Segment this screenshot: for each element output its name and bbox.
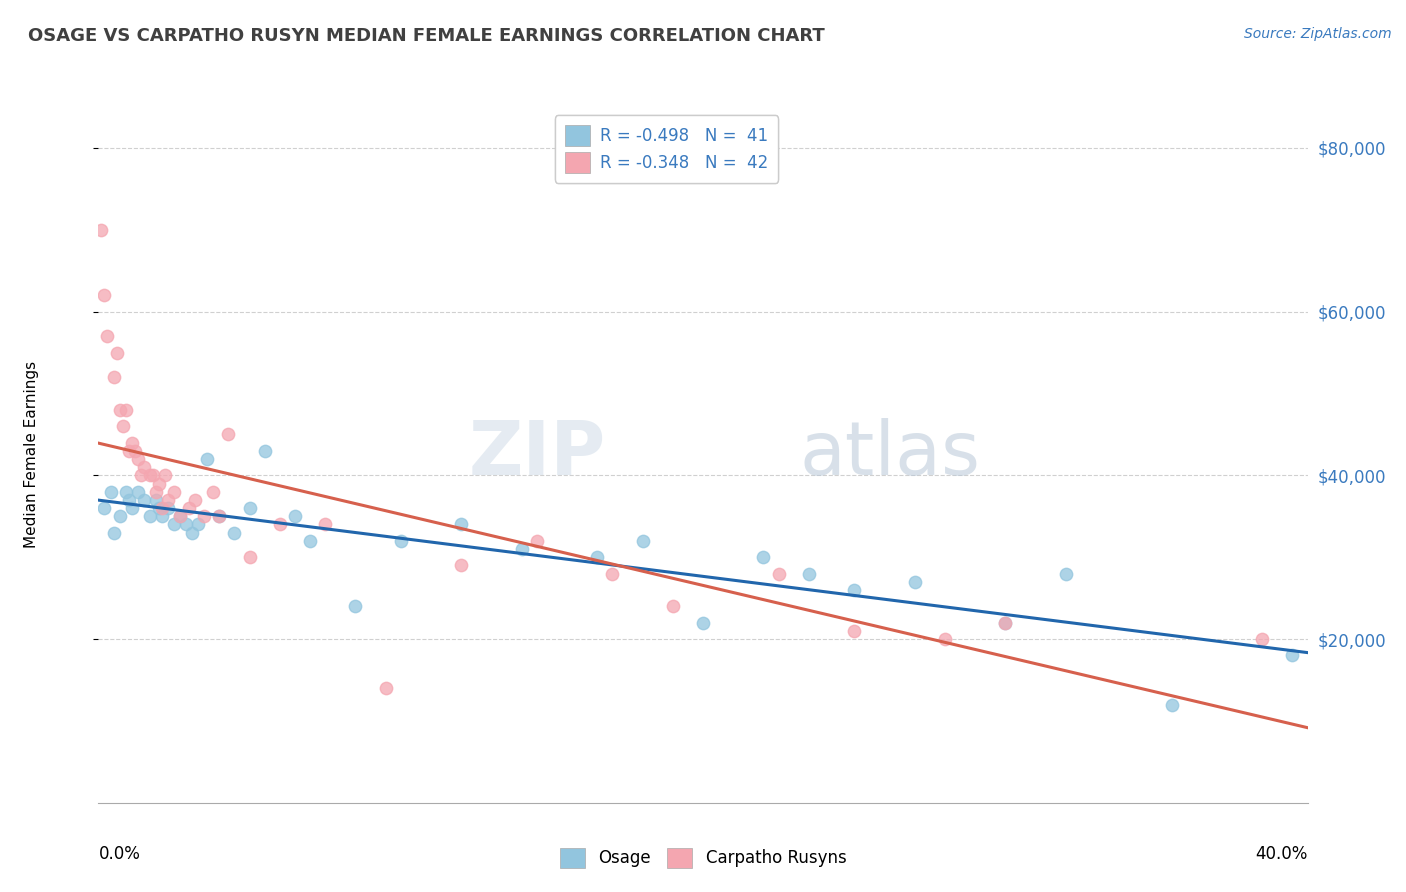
Point <box>100 484 122 499</box>
Point <box>108 509 131 524</box>
Point <box>108 403 131 417</box>
Point <box>1160 698 1182 712</box>
Point <box>184 492 207 507</box>
Point <box>224 525 246 540</box>
Point <box>150 501 173 516</box>
Point <box>1054 566 1077 581</box>
Point <box>586 550 609 565</box>
Text: Median Female Earnings: Median Female Earnings <box>24 361 39 549</box>
Point <box>195 452 218 467</box>
Point <box>269 517 291 532</box>
Point <box>114 484 136 499</box>
Point <box>127 452 149 467</box>
Point <box>179 501 201 516</box>
Point <box>118 443 141 458</box>
Point <box>169 509 191 524</box>
Point <box>118 492 141 507</box>
Point <box>389 533 412 548</box>
Point <box>239 550 262 565</box>
Point <box>217 427 239 442</box>
Point <box>129 468 152 483</box>
Text: atlas: atlas <box>800 418 981 491</box>
Point <box>631 533 654 548</box>
Point <box>103 370 125 384</box>
Point <box>163 517 186 532</box>
Point <box>526 533 548 548</box>
Text: OSAGE VS CARPATHO RUSYN MEDIAN FEMALE EARNINGS CORRELATION CHART: OSAGE VS CARPATHO RUSYN MEDIAN FEMALE EA… <box>28 27 825 45</box>
Point <box>145 492 167 507</box>
Point <box>202 484 225 499</box>
Point <box>145 484 167 499</box>
Point <box>602 566 624 581</box>
Point <box>662 599 685 614</box>
Point <box>111 419 134 434</box>
Point <box>148 476 170 491</box>
Point <box>156 501 179 516</box>
Point <box>139 509 162 524</box>
Point <box>142 468 165 483</box>
Point <box>510 542 533 557</box>
Point <box>174 517 197 532</box>
Point <box>193 509 215 524</box>
Text: ZIP: ZIP <box>470 418 606 491</box>
Point <box>934 632 956 646</box>
Point <box>1251 632 1274 646</box>
Point <box>127 484 149 499</box>
Point <box>124 443 146 458</box>
Point <box>103 525 125 540</box>
Point <box>150 509 173 524</box>
Point <box>121 501 143 516</box>
Point <box>169 509 191 524</box>
Point <box>904 574 927 589</box>
Point <box>96 329 118 343</box>
Point <box>450 517 472 532</box>
Point <box>344 599 367 614</box>
Legend: R = -0.498   N =  41, R = -0.348   N =  42: R = -0.498 N = 41, R = -0.348 N = 42 <box>555 115 779 183</box>
Point <box>121 435 143 450</box>
Point <box>844 582 866 597</box>
Point <box>284 509 307 524</box>
Point <box>253 443 276 458</box>
Point <box>239 501 262 516</box>
Legend: Osage, Carpatho Rusyns: Osage, Carpatho Rusyns <box>553 841 853 875</box>
Point <box>187 517 209 532</box>
Point <box>148 501 170 516</box>
Text: 40.0%: 40.0% <box>1256 845 1308 863</box>
Point <box>994 615 1017 630</box>
Point <box>114 403 136 417</box>
Point <box>374 681 396 696</box>
Point <box>208 509 231 524</box>
Point <box>105 345 128 359</box>
Point <box>314 517 336 532</box>
Point <box>132 492 155 507</box>
Point <box>139 468 162 483</box>
Point <box>752 550 775 565</box>
Text: 0.0%: 0.0% <box>98 845 141 863</box>
Point <box>93 501 115 516</box>
Point <box>208 509 231 524</box>
Point <box>163 484 186 499</box>
Point <box>1281 648 1303 663</box>
Point <box>692 615 714 630</box>
Point <box>93 288 115 302</box>
Point <box>153 468 176 483</box>
Point <box>450 558 472 573</box>
Point <box>181 525 204 540</box>
Point <box>299 533 322 548</box>
Point <box>132 460 155 475</box>
Point <box>768 566 790 581</box>
Point <box>844 624 866 638</box>
Point <box>90 223 112 237</box>
Point <box>156 492 179 507</box>
Point <box>994 615 1017 630</box>
Text: Source: ZipAtlas.com: Source: ZipAtlas.com <box>1244 27 1392 41</box>
Point <box>797 566 820 581</box>
